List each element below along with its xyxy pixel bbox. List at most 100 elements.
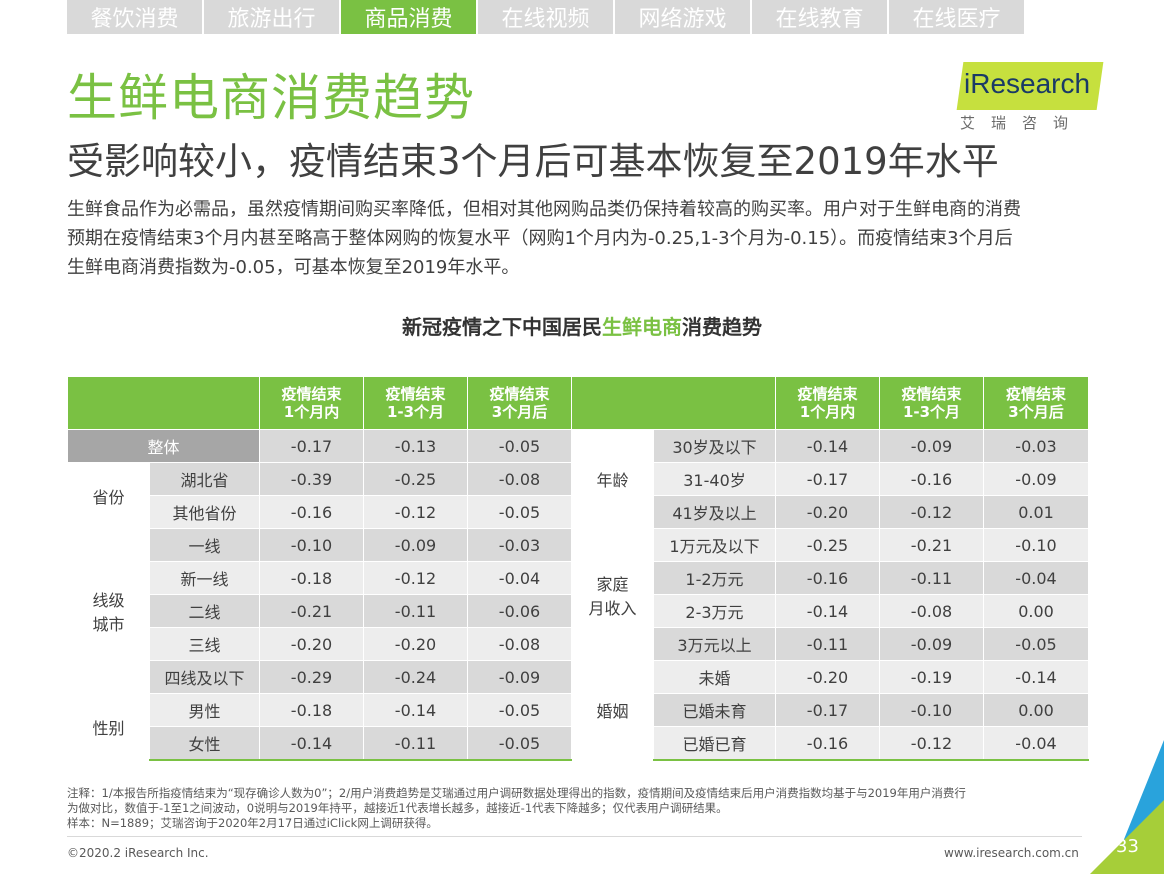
tab-catering[interactable]: 餐饮消费 — [67, 0, 202, 34]
value-cell: -0.09 — [879, 627, 984, 661]
value-cell: -0.04 — [983, 561, 1089, 595]
column-header: 疫情结束 1-3个月 — [363, 376, 468, 430]
column-header-line: 1个月内 — [799, 403, 856, 421]
column-header: 疫情结束 3个月后 — [467, 376, 572, 430]
row-label: 未婚 — [653, 660, 776, 694]
value-cell: -0.39 — [259, 462, 364, 496]
value-cell: -0.10 — [259, 528, 364, 562]
row-label: 已婚未育 — [653, 693, 776, 727]
row-label: 湖北省 — [149, 462, 260, 496]
footnote-line: 为做对比，数值于-1至1之间波动，0说明与2019年持平，越接近1代表增长越多，… — [67, 801, 728, 815]
category-tabs: 餐饮消费 旅游出行 商品消费 在线视频 网络游戏 在线教育 在线医疗 — [67, 0, 1024, 34]
column-header-line: 疫情结束 — [489, 385, 550, 403]
value-cell: -0.21 — [259, 594, 364, 628]
value-cell: -0.16 — [259, 495, 364, 529]
intro-paragraph: 生鲜食品作为必需品，虽然疫情期间购买率降低，但相对其他网购品类仍保持着较高的购买… — [67, 195, 1097, 282]
value-cell: -0.14 — [259, 726, 364, 761]
value-cell: -0.06 — [467, 594, 572, 628]
column-header-line: 1-3个月 — [386, 403, 445, 421]
tab-online-video[interactable]: 在线视频 — [478, 0, 613, 34]
table-title-post: 消费趋势 — [682, 315, 762, 339]
value-cell: -0.05 — [467, 429, 572, 463]
row-label: 30岁及以下 — [653, 429, 776, 463]
value-cell: -0.05 — [983, 627, 1089, 661]
value-cell: -0.12 — [363, 495, 468, 529]
row-label: 一线 — [149, 528, 260, 562]
value-cell: -0.16 — [775, 726, 880, 761]
value-cell: -0.29 — [259, 660, 364, 694]
row-label-overall: 整体 — [67, 429, 260, 463]
value-cell: -0.19 — [879, 660, 984, 694]
tab-online-education[interactable]: 在线教育 — [752, 0, 887, 34]
row-label: 41岁及以上 — [653, 495, 776, 529]
value-cell: 0.01 — [983, 495, 1089, 529]
footnote-line: 注释：1/本报告所指疫情结束为“现存确诊人数为0”；2/用户消费趋势是艾瑞通过用… — [67, 786, 966, 800]
value-cell: -0.14 — [775, 429, 880, 463]
row-label: 已婚已育 — [653, 726, 776, 761]
page-number: 33 — [1116, 836, 1139, 857]
table-row: 二线 -0.21 -0.11 -0.06 2-3万元 -0.14 -0.08 0.00 — [68, 594, 1089, 628]
value-cell: -0.18 — [259, 693, 364, 727]
value-cell: -0.08 — [467, 462, 572, 496]
header-blank — [67, 376, 260, 430]
value-cell: -0.12 — [879, 726, 984, 761]
logo-text: iResearch — [964, 68, 1091, 99]
footnote-line: 样本：N=1889；艾瑞咨询于2020年2月17日通过iClick网上调研获得。 — [67, 816, 438, 830]
value-cell: -0.08 — [879, 594, 984, 628]
column-header-line: 疫情结束 — [1005, 385, 1066, 403]
column-header-line: 1个月内 — [283, 403, 340, 421]
value-cell: -0.14 — [775, 594, 880, 628]
column-header: 疫情结束 1个月内 — [775, 376, 880, 430]
table-row: 四线及以下 -0.29 -0.24 -0.09 婚姻 未婚 -0.20 -0.19 -0.14 — [68, 660, 1089, 761]
value-cell: -0.24 — [363, 660, 468, 694]
intro-line: 生鲜电商消费指数为-0.05，可基本恢复至2019年水平。 — [67, 257, 520, 278]
value-cell: -0.09 — [363, 528, 468, 562]
column-header: 疫情结束 3个月后 — [983, 376, 1089, 430]
iresearch-logo: iResearch 艾瑞咨询 — [952, 62, 1104, 132]
tab-online-medical[interactable]: 在线医疗 — [889, 0, 1024, 34]
table-row: 新一线 -0.18 -0.12 -0.04 1-2万元 -0.16 -0.11 -0.04 — [68, 561, 1089, 595]
tab-travel[interactable]: 旅游出行 — [204, 0, 339, 34]
corner-decoration — [1090, 740, 1164, 874]
value-cell: -0.20 — [363, 627, 468, 661]
table-row: 女性 -0.14 -0.11 -0.05 已婚已育 -0.16 -0.12 -0.04 — [68, 726, 1089, 761]
value-cell: -0.14 — [983, 660, 1089, 694]
tab-goods[interactable]: 商品消费 — [341, 0, 476, 34]
value-cell: -0.25 — [363, 462, 468, 496]
column-header-line: 疫情结束 — [281, 385, 342, 403]
value-cell: -0.08 — [467, 627, 572, 661]
value-cell: -0.04 — [983, 726, 1089, 761]
footer-url[interactable]: www.iresearch.com.cn — [944, 846, 1079, 860]
value-cell: -0.20 — [259, 627, 364, 661]
table-title-highlight: 生鲜电商 — [602, 315, 682, 339]
value-cell: -0.14 — [363, 693, 468, 727]
value-cell: -0.17 — [259, 429, 364, 463]
value-cell: -0.12 — [879, 495, 984, 529]
value-cell: -0.11 — [775, 627, 880, 661]
column-header-line: 3个月后 — [491, 403, 548, 421]
value-cell: -0.17 — [775, 693, 880, 727]
row-label: 3万元以上 — [653, 627, 776, 661]
intro-line: 生鲜食品作为必需品，虽然疫情期间购买率降低，但相对其他网购品类仍保持着较高的购买… — [67, 199, 1021, 220]
table-title: 新冠疫情之下中国居民生鲜电商消费趋势 — [0, 311, 1164, 340]
table-header-row: 疫情结束 1个月内 疫情结束 1-3个月 疫情结束 3个月后 疫情结束 1个月内 疫情结束 1-3… — [67, 376, 1089, 430]
value-cell: -0.03 — [467, 528, 572, 562]
value-cell: -0.10 — [983, 528, 1089, 562]
column-header-line: 疫情结束 — [385, 385, 446, 403]
value-cell: 0.00 — [983, 693, 1089, 727]
value-cell: -0.21 — [879, 528, 984, 562]
tab-online-games[interactable]: 网络游戏 — [615, 0, 750, 34]
value-cell: -0.09 — [879, 429, 984, 463]
value-cell: -0.09 — [467, 660, 572, 694]
row-label: 1-2万元 — [653, 561, 776, 595]
column-header-line: 1-3个月 — [902, 403, 961, 421]
group-label-gender: 性别 — [67, 693, 150, 761]
row-label: 女性 — [149, 726, 260, 761]
logo-subtitle: 艾瑞咨询 — [960, 114, 1085, 132]
table-row: 其他省份 -0.16 -0.12 -0.05 41岁及以上 -0.20 -0.12 0.01 — [68, 495, 1089, 529]
footer-divider — [67, 836, 1082, 837]
row-label: 2-3万元 — [653, 594, 776, 628]
header-blank — [571, 376, 776, 430]
intro-line: 预期在疫情结束3个月内甚至略高于整体网购的恢复水平（网购1个月内为-0.25,1… — [67, 228, 1013, 249]
value-cell: -0.20 — [775, 495, 880, 529]
